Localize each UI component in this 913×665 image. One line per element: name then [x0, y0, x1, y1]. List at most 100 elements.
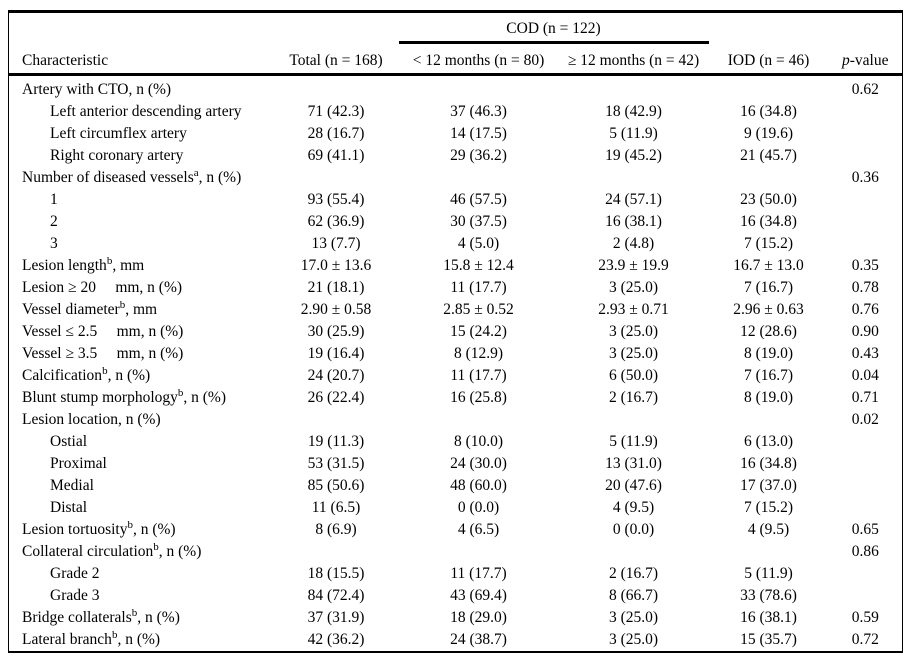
- cell-cod-lt12: 11 (17.7): [450, 565, 507, 582]
- cell-cod-lt12: [399, 541, 559, 563]
- cell-iod: [709, 167, 829, 189]
- pvalue-header-italic-p: p: [842, 52, 850, 69]
- row-label: Lesion ≥ 20 mm, n (%): [22, 279, 183, 296]
- footnote-marker: b: [153, 540, 159, 553]
- cell-cod-lt12: 24 (38.7): [450, 631, 507, 648]
- spanner-empty-left: [9, 12, 399, 43]
- cell-cod-lt12: 15.8 ± 12.4: [443, 257, 514, 274]
- cell-total: 37 (31.9): [307, 609, 365, 626]
- cell-iod: 7 (15.2): [743, 499, 794, 516]
- cell-cod-lt12: 30 (37.5): [450, 213, 507, 230]
- cell-cod-lt12: [399, 409, 559, 431]
- cell-cod-ge12: [559, 409, 709, 431]
- cell-pvalue: 0.02: [851, 411, 879, 428]
- cell-total: 85 (50.6): [307, 477, 365, 494]
- table-row: Right coronary artery 69 (41.1) 29 (36.2) 1…: [9, 145, 903, 167]
- characteristics-table: COD (n = 122) Characteristic Total (n = …: [8, 10, 904, 653]
- cell-cod-ge12: 13 (31.0): [605, 455, 662, 472]
- cell-cod-lt12: 8 (10.0): [453, 433, 504, 450]
- table-row: Distal 11 (6.5) 0 (0.0) 4 (9.5) 7 (15.2): [9, 497, 903, 519]
- cell-iod: 4 (9.5): [747, 521, 790, 538]
- cod-ge12-header: ≥ 12 months (n = 42): [558, 42, 709, 76]
- cell-cod-lt12: 24 (30.0): [450, 455, 507, 472]
- table-row: Left anterior descending artery 71 (42.3)…: [9, 101, 903, 123]
- cell-total: 19 (16.4): [307, 345, 365, 362]
- cell-total: [274, 541, 399, 563]
- row-label: Lesion location, n (%): [22, 411, 161, 428]
- cell-pvalue: [829, 475, 903, 497]
- cell-iod: 21 (45.7): [740, 147, 797, 164]
- cell-pvalue: [829, 453, 903, 475]
- cell-pvalue: [829, 101, 903, 123]
- table-row: Lesion lengthb, mm 17.0 ± 13.6 15.8 ± 12.4…: [9, 255, 903, 277]
- cell-iod: 8 (19.0): [743, 345, 794, 362]
- cell-pvalue: 0.71: [851, 389, 879, 406]
- cell-pvalue: [829, 211, 903, 233]
- cell-cod-ge12: [559, 75, 709, 102]
- cell-cod-lt12: 14 (17.5): [450, 125, 507, 142]
- footnote-marker: b: [119, 298, 126, 311]
- cell-cod-lt12: 43 (69.4): [450, 587, 507, 604]
- cod-spanner-row: COD (n = 122): [9, 11, 903, 44]
- table-row: 1 93 (55.4) 46 (57.5) 24 (57.1) 23 (50.0): [9, 189, 903, 211]
- table-row: Blunt stump morphologyb, n (%) 26 (22.4) 1…: [9, 387, 903, 409]
- cell-cod-lt12: [399, 75, 559, 102]
- cell-cod-ge12: 18 (42.9): [605, 103, 662, 120]
- row-label: Artery with CTO, n (%): [22, 81, 172, 98]
- cell-iod: 15 (35.7): [740, 631, 797, 648]
- row-label: Left circumflex artery: [50, 125, 187, 142]
- cell-cod-lt12: 18 (29.0): [450, 609, 507, 626]
- cell-pvalue: 0.76: [851, 301, 879, 318]
- table-body: Artery with CTO, n (%) 0.62 Left anterior …: [9, 75, 903, 653]
- cell-cod-ge12: [559, 541, 709, 563]
- row-label: Collateral circulationb, n (%): [22, 540, 202, 560]
- row-label: Blunt stump morphologyb, n (%): [22, 386, 226, 406]
- cell-cod-lt12: 2.85 ± 0.52: [443, 301, 514, 318]
- cell-iod: 7 (16.7): [743, 279, 794, 296]
- row-label: Vessel ≥ 3.5 mm, n (%): [22, 345, 184, 362]
- cell-cod-ge12: 20 (47.6): [605, 477, 662, 494]
- cell-iod: 2.96 ± 0.63: [733, 301, 804, 318]
- table-row: Proximal 53 (31.5) 24 (30.0) 13 (31.0) 16 (3…: [9, 453, 903, 475]
- cell-total: 17.0 ± 13.6: [300, 257, 372, 274]
- footnote-marker: b: [127, 518, 133, 531]
- column-header-row: Characteristic Total (n = 168) < 12 mont…: [8, 42, 903, 76]
- cell-cod-ge12: 2 (16.7): [608, 389, 659, 406]
- characteristic-header: Characteristic: [8, 42, 274, 76]
- row-label: Bridge collateralsb, n (%): [22, 606, 180, 626]
- table-row: Grade 2 18 (15.5) 11 (17.7) 2 (16.7) 5 (11.9…: [9, 563, 903, 585]
- row-label: Grade 2: [50, 565, 100, 582]
- table-row: Left circumflex artery 28 (16.7) 14 (17.5)…: [9, 123, 903, 145]
- cell-total: 69 (41.1): [307, 147, 365, 164]
- footnote-marker: b: [131, 606, 138, 619]
- row-label: Grade 3: [50, 587, 100, 604]
- row-label: Left anterior descending artery: [50, 103, 242, 120]
- cod-group-header: COD (n = 122): [398, 11, 709, 44]
- row-label: 3: [50, 235, 58, 252]
- cell-total: 84 (72.4): [307, 587, 365, 604]
- row-label: Ostial: [50, 433, 88, 450]
- cell-pvalue: 0.72: [851, 631, 879, 648]
- cell-pvalue: 0.36: [851, 169, 879, 186]
- table-row: Calcificationb, n (%) 24 (20.7) 11 (17.7) 6…: [9, 365, 903, 387]
- row-label: Number of diseased vesselsa, n (%): [22, 166, 242, 186]
- cell-pvalue: 0.59: [851, 609, 879, 626]
- cell-pvalue: 0.04: [851, 367, 879, 384]
- cell-cod-ge12: 6 (50.0): [608, 367, 659, 384]
- cell-total: 93 (55.4): [307, 191, 365, 208]
- iod-header: IOD (n = 46): [708, 42, 829, 76]
- cell-pvalue: [829, 145, 903, 167]
- cell-total: 18 (15.5): [307, 565, 365, 582]
- cell-total: 62 (36.9): [307, 213, 365, 230]
- table-row: Lesion ≥ 20 mm, n (%) 21 (18.1) 11 (17.7) 3…: [9, 277, 903, 299]
- cell-cod-ge12: 3 (25.0): [608, 631, 659, 648]
- cell-pvalue: 0.62: [851, 81, 879, 98]
- cell-pvalue: [829, 585, 903, 607]
- cell-iod: 23 (50.0): [740, 191, 797, 208]
- cell-cod-ge12: 2.93 ± 0.71: [598, 301, 669, 318]
- cell-iod: [709, 409, 829, 431]
- cell-total: [274, 409, 399, 431]
- cell-cod-ge12: 3 (25.0): [608, 323, 659, 340]
- cell-iod: 16 (34.8): [740, 213, 797, 230]
